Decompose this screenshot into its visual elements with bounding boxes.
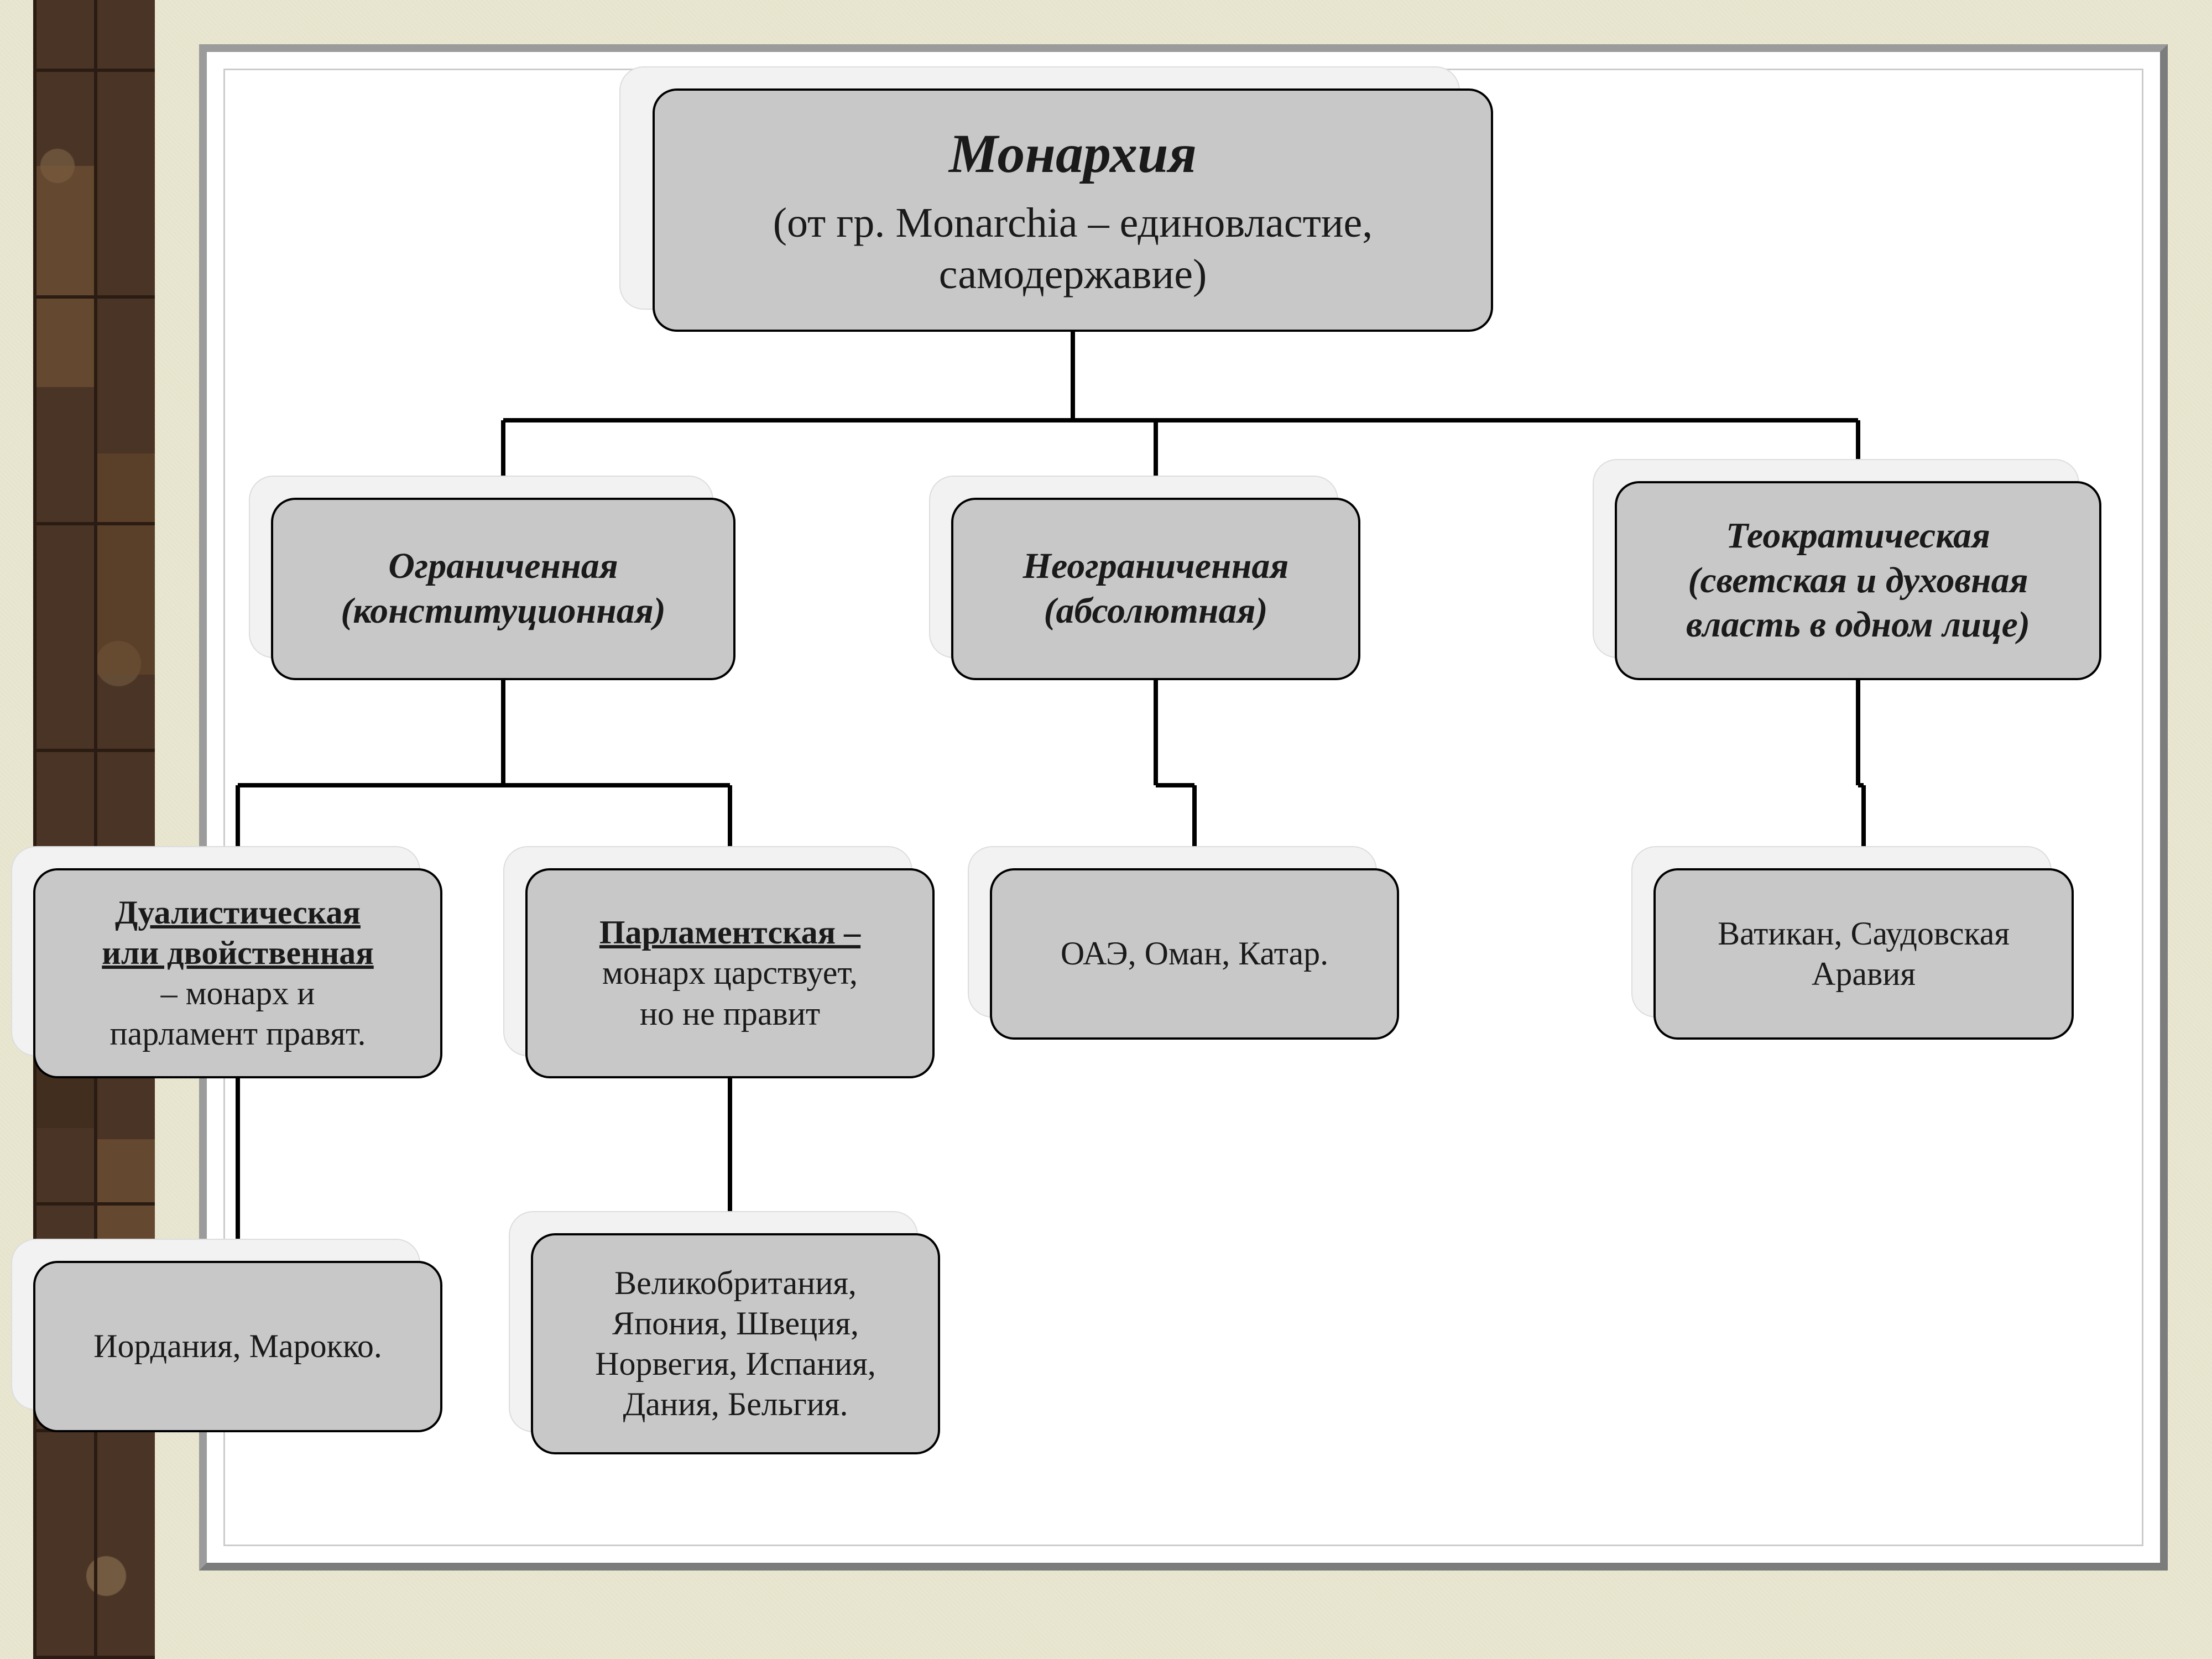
root-subtitle-2: самодержавие) — [939, 249, 1207, 300]
theocratic-node: Теократическая (светская и духовная влас… — [1615, 481, 2101, 680]
unlimited-node: Неограниченная (абсолютная) — [951, 498, 1360, 680]
parl-ex1: Великобритания, — [614, 1263, 857, 1303]
parliament-u1: Парламентская – — [599, 914, 860, 951]
unlimited-line2: (абсолютная) — [1044, 589, 1267, 634]
dualistic-r2: парламент правят. — [109, 1014, 366, 1054]
root-title: Монархия — [949, 120, 1197, 187]
unlimited-examples-node: ОАЭ, Оман, Катар. — [990, 868, 1399, 1040]
dualistic-examples: Иордания, Марокко. — [93, 1326, 382, 1366]
root-subtitle-1: (от гр. Monarchia – единовластие, — [773, 197, 1373, 249]
dualistic-node: Дуалистическая или двойственная – монарх… — [33, 868, 442, 1078]
parliament-examples-node: Великобритания, Япония, Швеция, Норвегия… — [531, 1233, 940, 1454]
unlimited-line1: Неограниченная — [1023, 544, 1289, 589]
parl-ex2: Япония, Швеция, — [612, 1303, 859, 1344]
theocratic-line1: Теократическая — [1726, 514, 1990, 559]
root-node: Монархия (от гр. Monarchia – единовласти… — [653, 88, 1493, 332]
parliament-node: Парламентская – монарх царствует, но не … — [525, 868, 935, 1078]
limited-line2: (конституционная) — [341, 589, 666, 634]
unlimited-examples: ОАЭ, Оман, Катар. — [1061, 933, 1328, 974]
theocratic-line2: (светская и духовная — [1688, 559, 2028, 603]
limited-node: Ограниченная (конституционная) — [271, 498, 735, 680]
theocratic-ex1: Ватикан, Саудовская — [1718, 914, 2010, 954]
theocratic-ex2: Аравия — [1812, 954, 1916, 994]
parliament-r2: но не правит — [640, 994, 820, 1034]
dualistic-u1: Дуалистическая — [115, 894, 361, 931]
dualistic-u2: или двойственная — [102, 935, 373, 971]
parl-ex3: Норвегия, Испания, — [595, 1344, 876, 1384]
theocratic-examples-node: Ватикан, Саудовская Аравия — [1653, 868, 2074, 1040]
dualistic-r1: – монарх и — [161, 973, 315, 1014]
dualistic-examples-node: Иордания, Марокко. — [33, 1261, 442, 1432]
theocratic-line3: власть в одном лице) — [1686, 603, 2030, 648]
parliament-r1: монарх царствует, — [602, 953, 858, 993]
limited-line1: Ограниченная — [388, 544, 618, 589]
parl-ex4: Дания, Бельгия. — [623, 1384, 848, 1425]
